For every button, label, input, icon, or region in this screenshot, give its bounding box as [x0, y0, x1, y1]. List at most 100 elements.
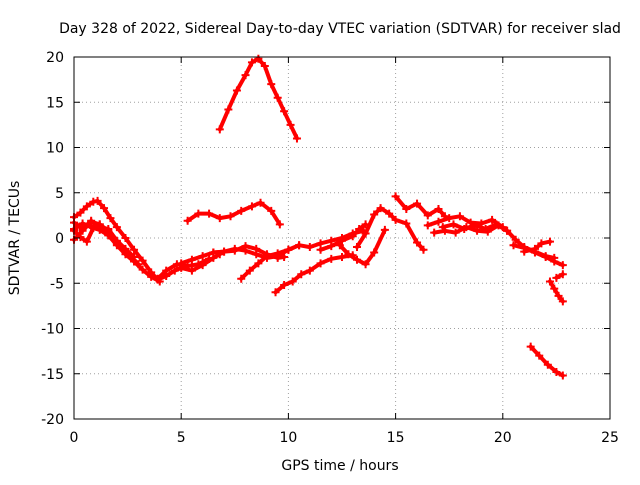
x-tick-label: 25	[601, 430, 619, 446]
data-point	[419, 245, 428, 254]
data-point	[232, 86, 241, 95]
data-point	[224, 105, 233, 114]
data-point	[267, 206, 276, 215]
data-point	[361, 229, 370, 238]
data-point	[402, 205, 411, 214]
data-point	[438, 223, 447, 232]
data-point	[262, 252, 271, 261]
data-point	[361, 260, 370, 269]
data-point	[241, 71, 250, 80]
data-point	[449, 220, 458, 229]
data-point	[273, 249, 282, 258]
series-layer	[70, 54, 567, 380]
x-tick-label: 20	[494, 430, 512, 446]
data-point	[413, 199, 422, 208]
data-point	[554, 291, 563, 300]
data-point	[376, 204, 385, 213]
data-point	[273, 93, 282, 102]
data-point	[76, 233, 85, 242]
data-point	[370, 248, 379, 257]
data-point	[316, 259, 325, 268]
series-line-arc-4	[72, 218, 136, 259]
data-point	[95, 225, 104, 234]
data-point	[348, 232, 357, 241]
data-point	[292, 134, 301, 143]
series-line-arc-22	[548, 279, 565, 304]
data-point	[558, 270, 567, 279]
data-point	[391, 215, 400, 224]
data-point	[295, 241, 304, 250]
y-tick-label: 20	[46, 50, 64, 66]
data-point	[316, 245, 325, 254]
x-axis-title: GPS time / hours	[281, 458, 398, 474]
data-point	[385, 209, 394, 218]
y-axis-title: SDTVAR / TECUs	[7, 181, 23, 296]
data-point	[198, 252, 207, 261]
series-line-arc-14	[337, 227, 387, 267]
data-point	[470, 221, 479, 230]
y-tick-label: 10	[46, 141, 64, 157]
data-point	[338, 236, 346, 245]
data-point	[187, 255, 196, 264]
data-point	[537, 239, 546, 248]
y-tick-label: 15	[46, 95, 64, 111]
data-point	[558, 261, 567, 270]
data-point	[552, 273, 561, 282]
data-point	[87, 216, 96, 225]
data-point	[187, 266, 196, 275]
data-point	[380, 225, 389, 234]
data-point	[327, 254, 336, 263]
data-point	[112, 239, 121, 248]
data-point	[305, 243, 314, 252]
data-point	[220, 247, 229, 256]
data-point	[288, 277, 297, 286]
data-point	[460, 224, 469, 233]
data-point	[215, 125, 224, 134]
data-point	[170, 266, 179, 275]
data-point	[455, 212, 464, 221]
data-point	[558, 297, 567, 306]
data-point	[104, 231, 113, 240]
chart-title: Day 328 of 2022, Sidereal Day-to-day VTE…	[59, 21, 621, 37]
data-point	[353, 255, 362, 264]
data-point	[194, 260, 203, 269]
ticks	[73, 56, 611, 420]
data-point	[492, 220, 501, 229]
data-point	[503, 226, 512, 235]
data-point	[280, 281, 289, 290]
data-point	[100, 204, 109, 213]
data-point	[256, 198, 265, 207]
data-point	[275, 220, 284, 229]
data-point	[545, 237, 554, 246]
data-point	[284, 245, 293, 254]
data-point	[353, 243, 362, 252]
data-point	[205, 254, 214, 263]
data-point	[112, 223, 121, 232]
y-tick-label: 0	[55, 231, 64, 247]
data-point	[183, 216, 192, 225]
y-tick-label: -20	[41, 412, 64, 428]
data-point	[327, 242, 336, 251]
data-point	[252, 250, 261, 259]
data-point	[552, 367, 561, 376]
data-point	[520, 247, 529, 256]
data-point	[541, 253, 550, 262]
data-point	[545, 277, 554, 286]
data-point	[215, 214, 224, 223]
data-point	[286, 120, 295, 129]
data-point	[297, 270, 306, 279]
data-point	[138, 256, 147, 265]
data-point	[254, 54, 263, 63]
data-point	[511, 235, 520, 244]
data-point	[106, 214, 115, 223]
data-point	[162, 266, 171, 275]
data-point	[247, 58, 256, 67]
data-point	[445, 214, 454, 223]
data-point	[130, 245, 139, 254]
data-point	[355, 224, 364, 233]
data-point	[121, 234, 130, 242]
data-point	[82, 237, 91, 246]
data-point	[205, 209, 214, 218]
